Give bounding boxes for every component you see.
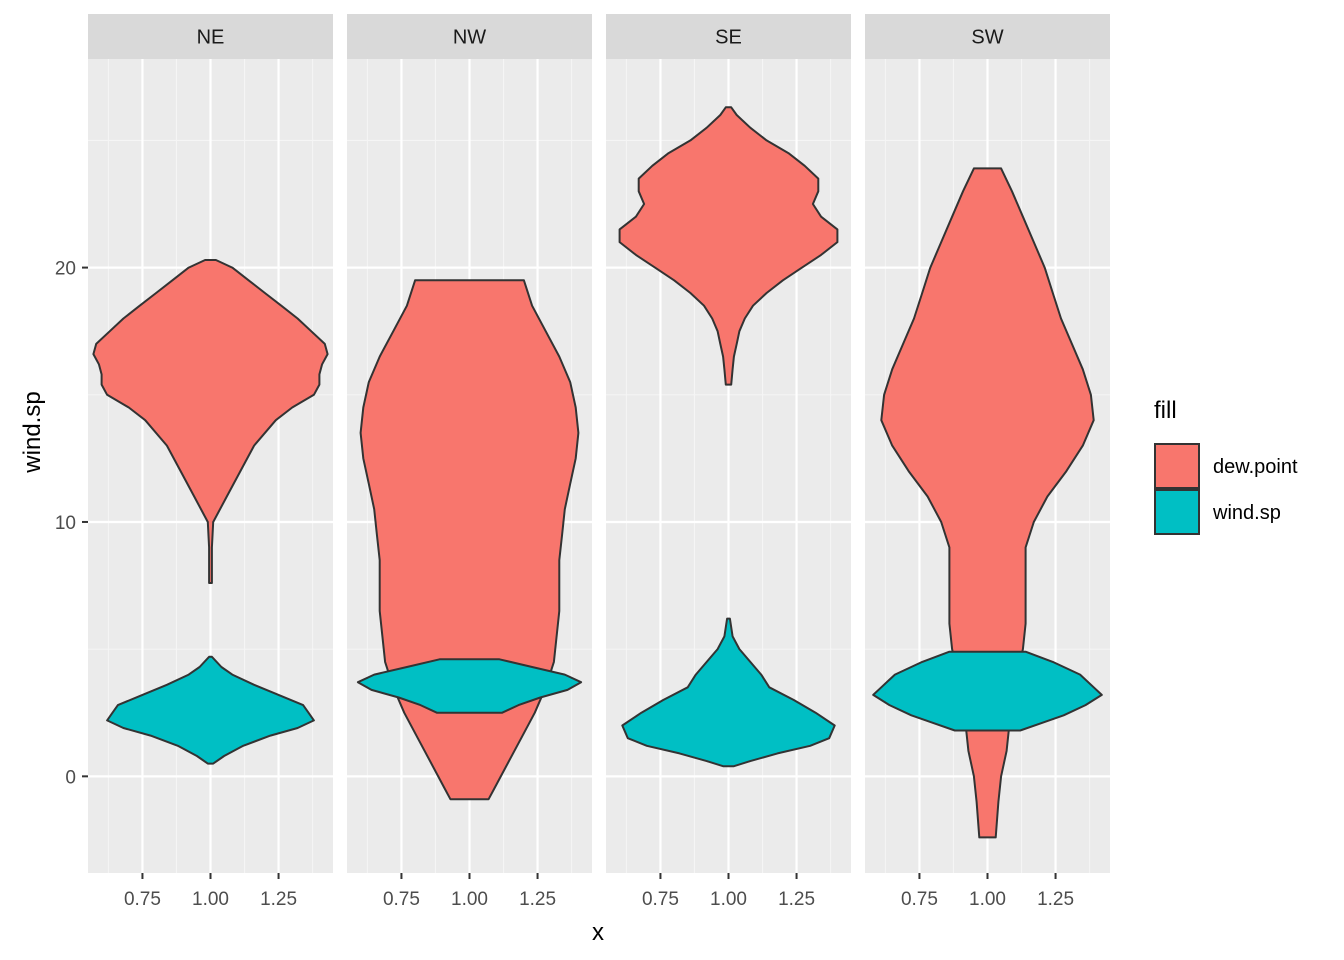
violin-wind-sp-sw bbox=[872, 650, 1103, 732]
x-tick-label: 1.25 bbox=[519, 889, 556, 910]
violin-wind-sp-nw bbox=[356, 658, 583, 714]
legend: fill dew.point wind.sp bbox=[1154, 397, 1298, 535]
facet-strip-label: NE bbox=[197, 27, 225, 49]
x-tick-label: 0.75 bbox=[901, 889, 938, 910]
violin-wind-sp-ne bbox=[106, 655, 315, 765]
violin-dew-point-sw bbox=[880, 167, 1095, 839]
x-tick-label: 1.25 bbox=[778, 889, 815, 910]
violin-wind-sp-se bbox=[621, 617, 836, 768]
x-tick-label: 0.75 bbox=[642, 889, 679, 910]
legend-item-dew-point: dew.point bbox=[1154, 443, 1298, 489]
y-tick-label: 10 bbox=[55, 513, 76, 534]
x-tick-label: 1.25 bbox=[1037, 889, 1074, 910]
x-tick-label: 0.75 bbox=[383, 889, 420, 910]
y-tick-label: 20 bbox=[55, 259, 76, 280]
facet-panel-ne: NE 0.75 1.00 1.25 bbox=[88, 14, 333, 910]
x-tick-label: 1.00 bbox=[192, 889, 229, 910]
y-tick-label: 0 bbox=[65, 767, 76, 788]
axes: wind.sp x 0 10 20 bbox=[19, 259, 604, 946]
legend-key-swatch bbox=[1154, 443, 1200, 489]
legend-key-swatch bbox=[1154, 489, 1200, 535]
facet-panel-sw: SW 0.75 1.00 1.25 bbox=[865, 14, 1110, 910]
facet-panel-se: SE 0.75 1.00 1.25 bbox=[606, 14, 851, 910]
facet-panels: NE 0.75 1.00 1.25 NW 0.75 1.00 1.25 SE 0.75 1.00 1.… bbox=[88, 14, 1110, 910]
violin-dew-point-ne bbox=[92, 259, 329, 584]
facet-panel-nw: NW 0.75 1.00 1.25 bbox=[347, 14, 592, 910]
x-tick-label: 1.00 bbox=[451, 889, 488, 910]
facet-strip-label: SE bbox=[715, 27, 742, 49]
legend-item-wind-sp: wind.sp bbox=[1154, 489, 1281, 535]
x-axis-title: x bbox=[592, 919, 604, 946]
facet-strip bbox=[606, 14, 851, 59]
legend-item-label: dew.point bbox=[1213, 456, 1298, 478]
facet-strip-label: NW bbox=[453, 27, 486, 49]
x-tick-label: 1.00 bbox=[969, 889, 1006, 910]
x-tick-label: 1.00 bbox=[710, 889, 747, 910]
facet-strip bbox=[865, 14, 1110, 59]
facet-strip bbox=[347, 14, 592, 59]
facet-strip bbox=[88, 14, 333, 59]
legend-title: fill bbox=[1154, 397, 1177, 424]
x-tick-label: 1.25 bbox=[260, 889, 297, 910]
y-axis-title: wind.sp bbox=[19, 391, 46, 473]
x-tick-label: 0.75 bbox=[124, 889, 161, 910]
violin-dew-point-se bbox=[618, 106, 839, 386]
legend-item-label: wind.sp bbox=[1212, 502, 1281, 524]
facet-strip-label: SW bbox=[971, 27, 1003, 49]
